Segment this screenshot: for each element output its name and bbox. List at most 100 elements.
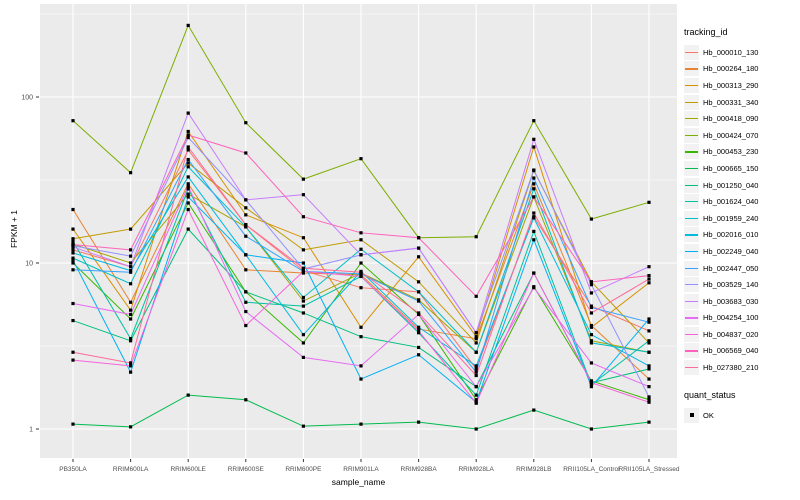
- legend-item-Hb_000313_290: Hb_000313_290: [684, 77, 798, 94]
- legend-color-line: [685, 118, 698, 120]
- legend-color-line: [685, 300, 698, 302]
- legend-color-line: [685, 201, 698, 203]
- data-point: [647, 364, 651, 368]
- legend-item-Hb_002249_040: Hb_002249_040: [684, 243, 798, 260]
- data-point: [186, 129, 190, 134]
- data-point: [186, 145, 190, 149]
- data-point: [589, 283, 593, 287]
- x-tick-label: RRIM600LE: [170, 466, 206, 473]
- data-point: [417, 325, 421, 329]
- data-point: [589, 280, 593, 284]
- legend-item-label: Hb_002249_040: [703, 246, 759, 256]
- data-point: [244, 213, 248, 217]
- data-point: [301, 341, 305, 345]
- x-tick-label: RRIM600SE: [228, 466, 265, 473]
- data-point: [417, 299, 421, 303]
- legend-key-line-icon: [684, 94, 699, 110]
- legend-color-line: [685, 317, 698, 319]
- data-point: [186, 165, 190, 169]
- data-point: [129, 425, 133, 429]
- legend-item-Hb_000665_150: Hb_000665_150: [684, 160, 798, 177]
- legend-title-tracking-id: tracking_id: [684, 27, 728, 37]
- data-point: [71, 256, 75, 260]
- data-point: [301, 271, 305, 275]
- legend-color-line: [685, 284, 698, 286]
- data-point: [474, 373, 478, 378]
- data-point: [244, 300, 248, 304]
- legend-item-Hb_001959_240: Hb_001959_240: [684, 210, 798, 227]
- data-point: [647, 277, 651, 281]
- data-point: [417, 329, 421, 333]
- data-point: [359, 272, 363, 276]
- legend-key-line-icon: [684, 144, 699, 160]
- data-point: [359, 274, 363, 279]
- legend-color-line: [685, 367, 698, 369]
- data-point: [186, 393, 190, 397]
- legend-key-line-icon: [684, 44, 699, 60]
- data-point: [244, 309, 248, 314]
- legend-item-Hb_002447_050: Hb_002447_050: [684, 260, 798, 277]
- data-point: [186, 148, 190, 152]
- data-point: [359, 270, 363, 274]
- data-point: [647, 350, 651, 354]
- data-point: [129, 361, 133, 365]
- data-point: [129, 312, 133, 317]
- data-point: [589, 323, 593, 328]
- legend-item-label: Hb_000331_340: [703, 97, 759, 107]
- data-point: [532, 229, 536, 234]
- legend-key-line-icon: [684, 210, 699, 226]
- data-point: [186, 175, 190, 179]
- data-point: [532, 271, 536, 275]
- data-point: [244, 121, 248, 125]
- x-tick-label: RRII105LA_Control: [563, 466, 620, 473]
- data-point: [589, 325, 593, 329]
- legend-item-Hb_001250_040: Hb_001250_040: [684, 177, 798, 194]
- legend-item-label: OK: [703, 410, 714, 420]
- data-point: [474, 367, 478, 371]
- legend-item-Hb_001624_040: Hb_001624_040: [684, 193, 798, 210]
- data-point: [359, 422, 363, 426]
- legend-quant-status: quant_status OK: [684, 390, 798, 424]
- data-point: [71, 258, 75, 262]
- data-point: [186, 161, 190, 165]
- legend-item-Hb_000010_130: Hb_000010_130: [684, 44, 798, 61]
- legend-title-quant-status: quant_status: [684, 389, 736, 400]
- legend-key-line-icon: [684, 177, 699, 193]
- data-point: [71, 301, 75, 306]
- data-point: [532, 216, 536, 220]
- data-point: [244, 268, 248, 272]
- legend-item-label: Hb_000010_130: [703, 47, 759, 57]
- data-point: [186, 207, 190, 212]
- data-point: [244, 323, 248, 328]
- data-point: [589, 383, 593, 387]
- legend-item-Hb_002016_010: Hb_002016_010: [684, 227, 798, 244]
- legend-item-label: Hb_000453_230: [703, 147, 759, 157]
- legend-color-line: [685, 350, 698, 352]
- data-point: [474, 294, 478, 298]
- y-tick-label: 100: [21, 95, 33, 102]
- data-point: [589, 381, 593, 385]
- data-point: [647, 329, 651, 333]
- data-point: [186, 111, 190, 115]
- legend-key-line-icon: [684, 111, 699, 127]
- data-point: [532, 182, 536, 186]
- legend-color-line: [685, 184, 698, 186]
- y-tick-label: 1: [29, 427, 33, 434]
- legend-item-Hb_004254_100: Hb_004254_100: [684, 310, 798, 327]
- legend: tracking_id Hb_000010_130 Hb_000264_180 Hb…: [684, 27, 798, 423]
- legend-key-line-icon: [684, 160, 699, 176]
- data-point: [359, 335, 363, 339]
- legend-color-line: [685, 333, 698, 336]
- legend-item-quant-OK: OK: [684, 407, 798, 424]
- data-point: [359, 231, 363, 235]
- data-point: [301, 266, 305, 270]
- data-point: [71, 350, 75, 354]
- data-point: [71, 251, 75, 255]
- x-tick-label: RRIM928LB: [516, 466, 551, 473]
- legend-item-Hb_000264_180: Hb_000264_180: [684, 61, 798, 78]
- legend-item-Hb_006569_040: Hb_006569_040: [684, 343, 798, 360]
- data-point: [359, 238, 363, 242]
- data-point: [417, 280, 421, 284]
- data-point: [647, 273, 651, 278]
- data-point: [647, 420, 651, 424]
